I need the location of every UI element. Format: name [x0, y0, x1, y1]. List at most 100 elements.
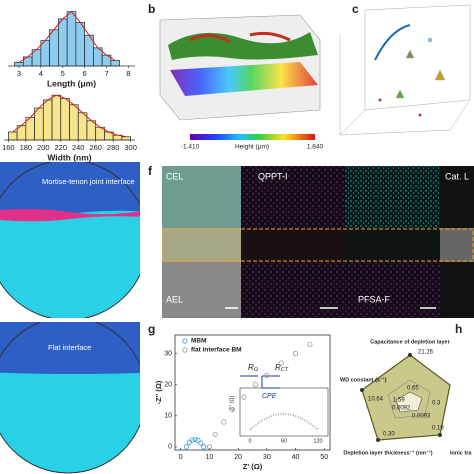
x-axis-label: Length (μm) [47, 78, 96, 88]
colorbar-max: 1.840 [307, 144, 324, 151]
colorbar-label: Height (μm) [235, 144, 269, 151]
inset-ylabel: -Z'' (Ω) [229, 396, 235, 413]
x-tick-label: 200 [37, 143, 50, 152]
radar-value: 21.26 [418, 350, 434, 356]
y-tick-label: 10 [164, 413, 172, 420]
inset-tick: 0 [248, 438, 251, 444]
bar [14, 62, 24, 67]
bar [75, 22, 85, 67]
bar [121, 136, 131, 141]
radar-value: 0.0092 [392, 406, 411, 412]
point [307, 341, 313, 347]
point [206, 444, 213, 450]
bar [77, 112, 88, 141]
cell-label: QPPT-I [258, 171, 288, 181]
cell-label: AEL [166, 294, 183, 304]
micrograph-top [0, 162, 140, 318]
radar-value: 0.19 [432, 426, 444, 432]
r-ct-sub: CT [281, 367, 289, 373]
r-ohm: R [248, 363, 254, 372]
radar-value: 0.65 [407, 386, 419, 392]
y-tick-label: 30 [164, 350, 172, 357]
eds-maps [162, 166, 474, 318]
x-tick-label: 4 [39, 69, 43, 78]
point [252, 382, 258, 388]
legend-marker [182, 338, 188, 344]
x-tick-label: 40 [292, 454, 300, 461]
x-tick-label: 260 [89, 143, 102, 152]
bar [66, 11, 77, 67]
circuit-label: RCT [275, 363, 289, 373]
x-axis-label: Z' (Ω) [243, 462, 263, 471]
x-tick-label: 240 [72, 143, 85, 152]
x-tick-label: 3 [17, 69, 21, 78]
bar [110, 60, 121, 67]
inset-tick: 60 [281, 438, 287, 444]
point [198, 440, 204, 446]
x-tick-label: 6 [83, 69, 87, 78]
x-tick-label: 180 [20, 143, 33, 152]
interface-label: Flat interface [48, 343, 91, 352]
inset [239, 375, 329, 437]
legend-marker [182, 347, 188, 353]
x-tick-label: 50 [320, 454, 328, 461]
bar [86, 120, 97, 141]
r-ohm-sub: Ω [254, 367, 258, 373]
bar [42, 99, 53, 141]
legend-label: flat interface BM [191, 347, 242, 354]
panel-letter: b [148, 2, 155, 16]
fit-curve [18, 10, 116, 63]
surface-3d [159, 14, 321, 121]
x-tick-label: 220 [55, 143, 68, 152]
x-tick-label: 160 [2, 143, 15, 152]
y-axis-label: -Z'' (Ω) [154, 380, 163, 404]
radar-value: 0.30 [383, 432, 395, 438]
radar-value: 0.3 [432, 401, 441, 407]
x-tick-label: 280 [107, 143, 120, 152]
bar [69, 104, 79, 141]
point [221, 419, 227, 425]
bar [51, 94, 62, 141]
panel-letter: f [148, 164, 153, 178]
legend-label: MBM [191, 338, 207, 345]
colorbar-min: -1.410 [181, 144, 200, 151]
circuit-label: RΩ [248, 363, 258, 373]
scatter-3d [339, 4, 471, 136]
cell-label: PFSA-F [358, 294, 391, 304]
inset-tick: 120 [313, 438, 322, 444]
x-tick-label: 7 [104, 69, 108, 78]
radar-axis: Capacitance of depletion layer [370, 339, 450, 345]
radar [360, 353, 451, 442]
x-axis-label: Width (nm) [47, 152, 91, 162]
x-tick-label: 10 [206, 454, 214, 461]
point [201, 444, 207, 450]
colorbar [190, 134, 315, 140]
bar [49, 29, 59, 67]
point [264, 372, 270, 379]
bar [8, 131, 18, 141]
circuit-label: CPE [262, 393, 277, 400]
x-tick-label: 30 [263, 454, 271, 461]
x-tick-label: 8 [126, 69, 130, 78]
interface-label: Mortise-tenon joint interface [42, 177, 135, 186]
x-tick-label: 300 [124, 143, 137, 152]
y-tick-label: 0 [168, 444, 172, 451]
plot-frame [174, 334, 331, 451]
radar-value: 1.59 [393, 398, 405, 404]
point [292, 351, 299, 357]
point [212, 431, 218, 438]
panel-letter: c [352, 2, 359, 16]
point [192, 436, 198, 443]
panel-letter: h [455, 322, 462, 336]
bar [34, 107, 44, 141]
cell-label: CEL [166, 171, 184, 181]
radar-value: 10.64 [368, 397, 384, 403]
point [183, 444, 190, 450]
radar-value: 0.0093 [412, 414, 431, 420]
point [241, 394, 247, 400]
x-tick-label: 20 [234, 454, 242, 461]
point [229, 406, 236, 413]
point [189, 437, 195, 443]
micrograph-bottom [0, 322, 140, 474]
